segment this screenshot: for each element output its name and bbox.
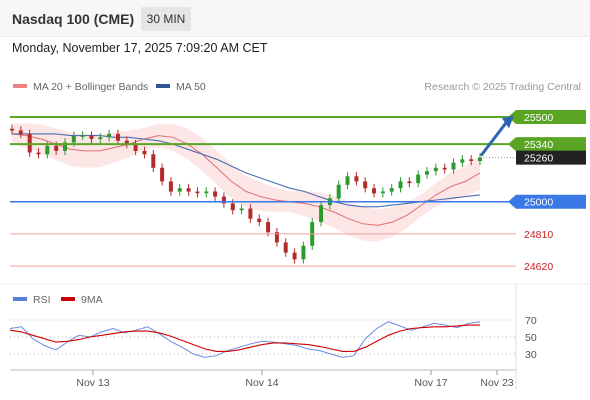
x-tick-label: Nov 17 [414, 377, 447, 389]
candle-body [45, 145, 50, 155]
level-tag-25000 [508, 194, 586, 209]
level-label-25500: 25500 [524, 112, 553, 124]
candle-body [195, 191, 200, 194]
candle-body [10, 128, 14, 131]
candle-body [372, 188, 376, 194]
candle-body [380, 191, 385, 194]
rsi-tick-label-30: 30 [525, 349, 537, 361]
candle-body [142, 150, 147, 155]
candle-body [133, 144, 138, 151]
candle-body [354, 176, 359, 182]
rsi-legend-swatch [13, 297, 27, 301]
rsi-tick-label-70: 70 [525, 315, 537, 327]
rsi-ma-line [9, 324, 480, 352]
candle-body [283, 242, 288, 253]
candle-body [425, 171, 429, 175]
candle-body [257, 218, 262, 223]
candle-body [239, 208, 244, 211]
current-price-tag [516, 150, 586, 165]
timeframe-button[interactable]: 30 MIN [141, 7, 191, 31]
candle-body [389, 188, 394, 192]
candle-body [248, 208, 253, 219]
candle-body [398, 181, 403, 189]
bollinger-band [12, 123, 480, 242]
candle-body [80, 135, 85, 137]
ma20-legend-label: MA 20 + Bollinger Bands [33, 81, 148, 93]
projection-arrow [479, 119, 510, 157]
rsi-ma-legend-label: 9MA [81, 294, 103, 306]
level-tag-25500 [508, 109, 586, 124]
candle-body [363, 181, 368, 189]
research-credit: Research © 2025 Trading Central [424, 81, 581, 93]
header: Nasdaq 100 (CME) 30 MIN [0, 0, 590, 37]
candle-body [204, 191, 209, 194]
candle-body [151, 154, 156, 168]
candle-body [416, 174, 421, 184]
instrument-title: Nasdaq 100 (CME) [12, 11, 135, 27]
candle-body [124, 140, 129, 145]
candle-body [407, 181, 412, 184]
ma50-legend-swatch [156, 84, 170, 88]
current-price-label: 25260 [524, 153, 553, 165]
level-label-24810: 24810 [524, 229, 553, 241]
candle-body [98, 137, 103, 139]
rsi-line [9, 321, 481, 358]
candle-body [266, 222, 271, 233]
candle-body [345, 176, 350, 185]
candle-body [213, 191, 218, 197]
candle-body [186, 188, 191, 192]
candle-body [168, 181, 173, 192]
x-tick-label: Nov 14 [245, 377, 278, 389]
candle-body [230, 203, 235, 211]
candle-body [469, 159, 474, 161]
candle-body [292, 252, 297, 260]
ma20-legend-swatch [13, 84, 27, 88]
level-label-24620: 24620 [524, 261, 553, 273]
projection-arrowhead [502, 115, 514, 129]
candle-body [274, 232, 279, 243]
candle-body [433, 167, 438, 172]
level-label-25000: 25000 [524, 197, 553, 209]
ma50-legend-label: MA 50 [176, 81, 206, 93]
candle-body [478, 157, 482, 161]
candle-body [460, 159, 465, 163]
x-tick-label: Nov 23 [480, 377, 513, 389]
candle-body [63, 142, 67, 151]
level-label-25340: 25340 [524, 139, 553, 151]
rsi-legend-label: RSI [33, 294, 51, 306]
candle-body [71, 135, 76, 143]
candle-body [160, 167, 165, 182]
candle-body [36, 152, 41, 155]
rsi-tick-label-50: 50 [525, 332, 537, 344]
candle-body [301, 245, 306, 260]
candle-body [451, 162, 456, 170]
candle-body [221, 196, 226, 204]
candle-body [107, 133, 112, 138]
candle-body [116, 133, 120, 141]
candle-body [177, 188, 182, 192]
rsi-ma-legend-swatch [61, 297, 75, 301]
level-tag-25340 [508, 137, 586, 152]
candle-body [18, 130, 23, 134]
ma20-line [11, 133, 481, 226]
candle-body [442, 167, 447, 170]
chart-datetime: Monday, November 17, 2025 7:09:20 AM CET [12, 41, 268, 55]
candle-body [319, 205, 324, 223]
x-tick-label: Nov 13 [76, 377, 109, 389]
candle-body [89, 135, 94, 139]
candle-body [336, 184, 341, 199]
candle-body [54, 145, 59, 151]
